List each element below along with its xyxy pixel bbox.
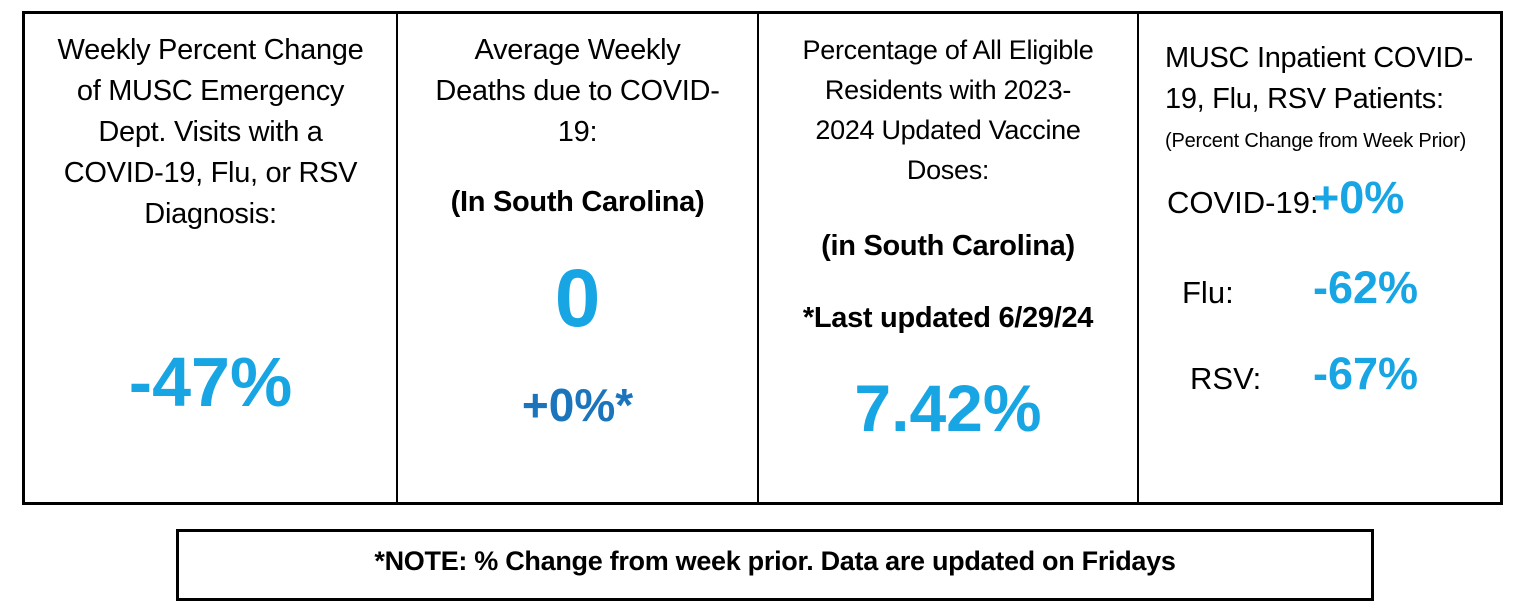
card-vaccine-doses: Percentage of All Eligible Residents wit… — [757, 14, 1137, 502]
inpatient-row-rsv: RSV: -67% — [1167, 348, 1492, 400]
inpatient-row-covid: COVID-19:+0% — [1167, 172, 1492, 224]
ed-visits-percent-change: -47% — [128, 343, 293, 421]
vaccine-doses-last-updated: *Last updated 6/29/24 — [802, 302, 1094, 334]
covid-deaths-title: Average Weekly Deaths due to COVID- 19: — [435, 34, 720, 148]
inpatient-flu-label: Flu: — [1182, 275, 1234, 310]
covid-deaths-location: (In South Carolina) — [450, 186, 705, 218]
card-covid-deaths: Average Weekly Deaths due to COVID- 19: … — [396, 14, 757, 502]
inpatient-rsv-label: RSV: — [1190, 361, 1262, 396]
footer-note-box: *NOTE: % Change from week prior. Data ar… — [176, 529, 1374, 601]
footer-note-text: *NOTE: % Change from week prior. Data ar… — [374, 545, 1176, 576]
inpatient-covid-label: COVID-19: — [1167, 185, 1319, 220]
vaccine-doses-location: (in South Carolina) — [821, 230, 1075, 262]
inpatient-title: MUSC Inpatient COVID- 19, Flu, RSV Patie… — [1165, 42, 1473, 115]
stat-cards-row: Weekly Percent Change of MUSC Emergency … — [22, 11, 1503, 505]
inpatient-rsv-value: -67% — [1313, 348, 1419, 399]
card-inpatient-patients: MUSC Inpatient COVID- 19, Flu, RSV Patie… — [1137, 14, 1500, 502]
vaccine-doses-percent: 7.42% — [854, 371, 1042, 445]
inpatient-flu-value: -62% — [1313, 262, 1419, 313]
ed-visits-title: Weekly Percent Change of MUSC Emergency … — [57, 34, 364, 230]
inpatient-row-flu: Flu: -62% — [1167, 262, 1492, 314]
card-ed-visits: Weekly Percent Change of MUSC Emergency … — [25, 14, 396, 502]
inpatient-subtitle: (Percent Change from Week Prior) — [1165, 130, 1467, 152]
vaccine-doses-title: Percentage of All Eligible Residents wit… — [802, 35, 1094, 185]
inpatient-covid-value: +0% — [1313, 172, 1405, 223]
covid-deaths-percent-change: +0%* — [521, 379, 634, 431]
covid-deaths-value: 0 — [554, 253, 601, 344]
